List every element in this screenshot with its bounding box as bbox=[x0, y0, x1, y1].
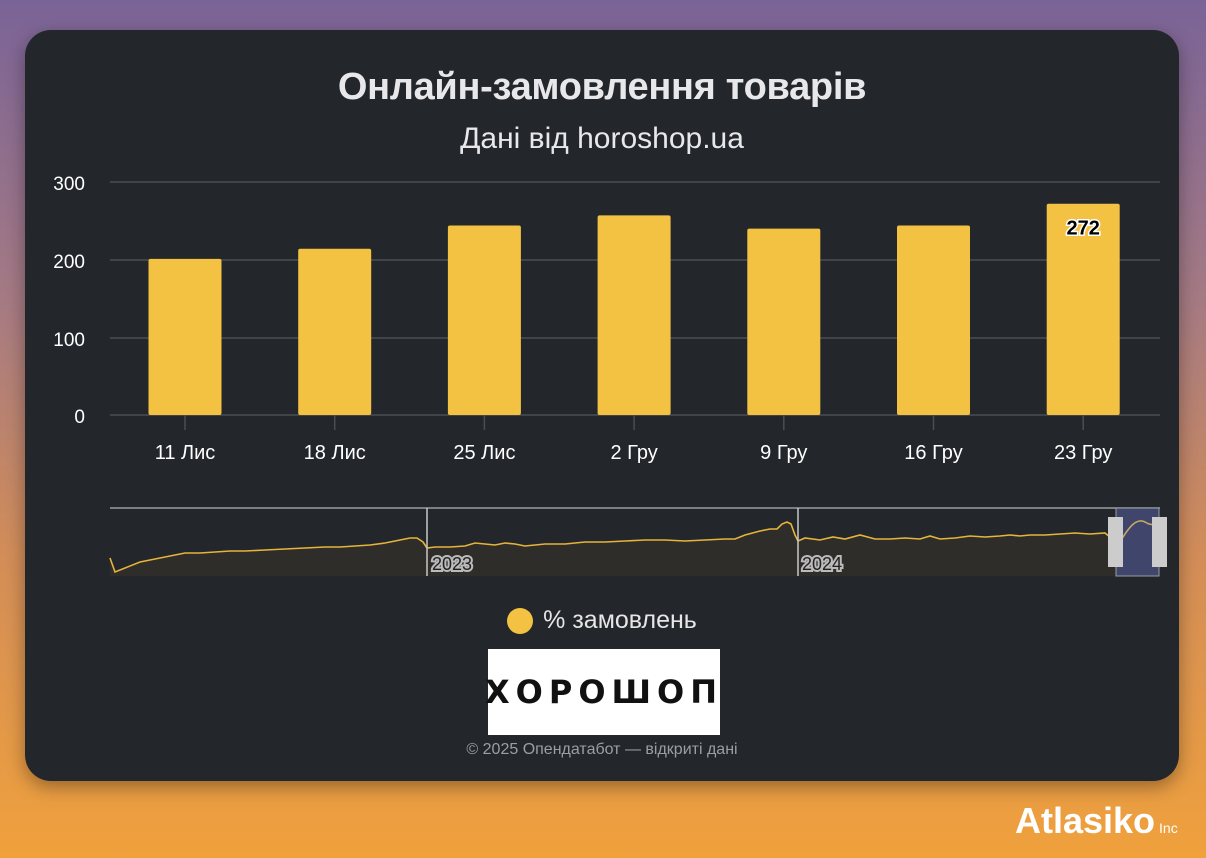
navigator-year-label: 2023 bbox=[432, 554, 472, 574]
x-tick-label: 2 Гру bbox=[610, 442, 657, 464]
copyright-text: © 2025 Опендатабот — відкриті дані bbox=[466, 741, 738, 758]
x-tick-label: 23 Гру bbox=[1054, 442, 1112, 464]
y-tick: 300 bbox=[53, 174, 85, 195]
brand-suffix: Inc bbox=[1159, 820, 1178, 836]
x-tick-label: 16 Гру bbox=[904, 442, 962, 464]
navigator-handle-left[interactable] bbox=[1108, 517, 1123, 567]
navigator-handle-right[interactable] bbox=[1152, 517, 1167, 567]
bar[interactable] bbox=[1046, 203, 1120, 415]
bars-group: 272 bbox=[148, 203, 1120, 415]
y-tick: 0 bbox=[74, 407, 85, 428]
bar[interactable] bbox=[298, 248, 372, 415]
x-tick-label: 9 Гру bbox=[760, 442, 807, 464]
chart-card: Онлайн-замовлення товарів Дані від horos… bbox=[25, 30, 1179, 781]
bar[interactable] bbox=[897, 225, 970, 415]
chart-subtitle: Дані від horoshop.ua bbox=[460, 122, 744, 155]
atlasiko-brand: Atlasiko Inc bbox=[1015, 800, 1178, 842]
chart-title: Онлайн-замовлення товарів bbox=[337, 66, 867, 108]
bar[interactable] bbox=[148, 258, 222, 415]
navigator-year-label: 2024 bbox=[802, 554, 842, 574]
bar[interactable] bbox=[447, 225, 521, 415]
brand-name: Atlasiko bbox=[1015, 800, 1156, 841]
data-label: 272 bbox=[1067, 218, 1100, 240]
legend-label: % замовлень bbox=[543, 606, 697, 634]
x-tick-label: 11 Лис bbox=[155, 442, 216, 464]
bar[interactable] bbox=[747, 228, 821, 415]
y-tick: 100 bbox=[53, 330, 85, 351]
horoshop-logo: ХОРОШОП bbox=[485, 649, 720, 735]
legend-item[interactable]: % замовлень bbox=[25, 606, 1179, 635]
bar[interactable] bbox=[597, 215, 671, 415]
navigator[interactable]: 2023 2024 bbox=[109, 507, 1167, 577]
y-tick: 200 bbox=[53, 252, 85, 273]
bar-chart: 300 200 100 0 272 11 Лис 18 Лис 25 Лис 2 Гр… bbox=[53, 174, 1167, 577]
x-tick-label: 18 Лис bbox=[304, 442, 366, 464]
x-axis-ticks: 11 Лис 18 Лис 25 Лис 2 Гру 9 Гру 16 Гру 23 Гру bbox=[155, 415, 1112, 464]
x-tick-label: 25 Лис bbox=[453, 442, 515, 464]
legend-marker-icon bbox=[507, 607, 534, 634]
